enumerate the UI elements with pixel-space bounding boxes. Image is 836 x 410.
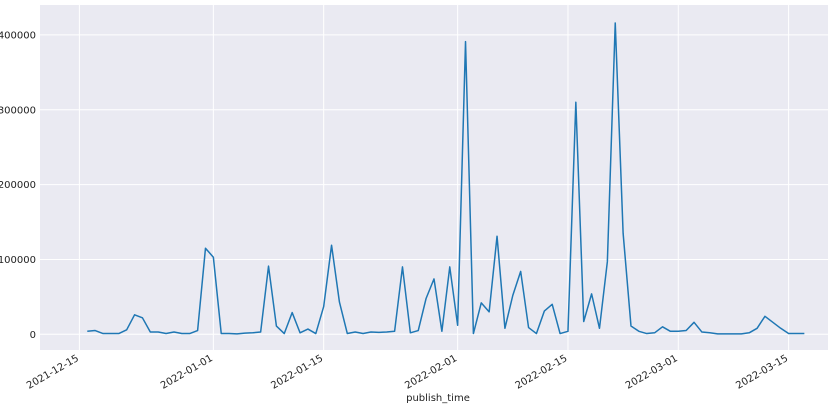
x-tick-label: 2022-02-15 (514, 353, 570, 392)
x-tick-label: 2021-12-15 (25, 353, 81, 392)
y-tick-label: 200000 (0, 180, 36, 191)
y-tick-label: 400000 (0, 30, 36, 41)
y-tick-label: 300000 (0, 105, 36, 116)
x-tick-label: 2022-01-15 (269, 353, 325, 392)
x-tick-label: 2022-03-01 (624, 353, 680, 392)
x-tick-label: 2022-03-15 (734, 353, 790, 392)
y-tick-label: 100000 (0, 255, 36, 266)
x-axis-label: publish_time (406, 393, 470, 404)
plot-area (40, 5, 828, 350)
data-line (87, 22, 805, 335)
x-tick-label: 2022-02-01 (403, 353, 459, 392)
y-tick-label: 0 (30, 330, 36, 341)
x-tick-label: 2022-01-01 (159, 353, 215, 392)
